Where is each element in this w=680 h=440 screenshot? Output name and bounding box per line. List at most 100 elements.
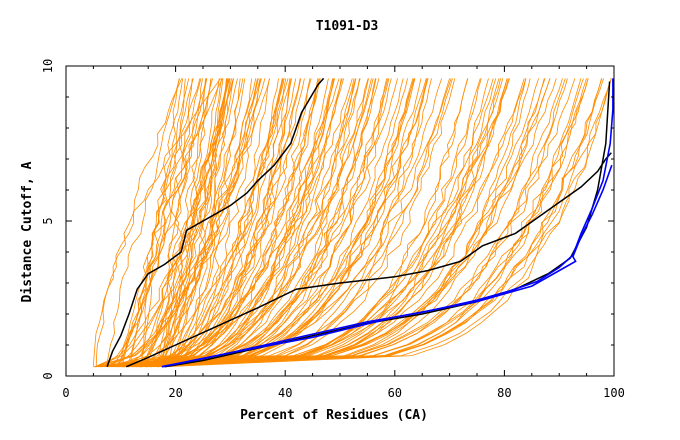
y-tick-label: 10: [41, 59, 55, 73]
y-tick-label: 5: [41, 217, 55, 224]
model-curve: [165, 78, 206, 367]
model-curve: [130, 78, 279, 368]
model-curve: [93, 78, 221, 367]
y-axis-label: Distance Cutoff, A: [20, 161, 35, 302]
y-tick-label: 0: [41, 372, 55, 379]
model-curve: [124, 78, 357, 368]
model-curve: [109, 78, 510, 368]
highlight-curve-blue: [161, 78, 614, 368]
model-curve: [146, 78, 360, 368]
model-curve: [96, 78, 259, 368]
x-axis-label: Percent of Residues (CA): [240, 408, 428, 423]
model-curve: [124, 78, 302, 368]
model-curve: [119, 78, 262, 368]
model-curve: [150, 78, 414, 368]
model-curve: [128, 78, 450, 368]
model-curve: [105, 78, 289, 368]
model-curve: [103, 78, 208, 368]
model-curve: [142, 78, 305, 368]
model-curve: [133, 78, 285, 368]
model-curve: [135, 78, 372, 368]
model-curve: [133, 78, 355, 368]
model-curve: [126, 78, 301, 368]
model-curve: [102, 78, 312, 368]
model-curve: [141, 78, 180, 367]
model-curve: [115, 78, 563, 368]
highlight-lines: [106, 77, 614, 368]
model-curve: [149, 78, 335, 368]
model-curve: [159, 78, 319, 368]
model-curve: [157, 78, 531, 368]
model-curve: [116, 78, 320, 368]
model-curve: [161, 78, 287, 368]
model-curve: [152, 78, 369, 368]
model-curve: [162, 78, 291, 368]
model-curve: [95, 78, 353, 368]
model-curve: [135, 78, 220, 367]
model-curve: [164, 78, 612, 368]
model-curve: [119, 78, 429, 368]
axes: 0 20 40 60 80 100 0 5 10: [41, 59, 625, 400]
model-curve: [118, 78, 201, 367]
model-curve: [123, 78, 453, 368]
model-curve: [146, 78, 292, 368]
model-curve: [126, 78, 203, 368]
model-curve: [117, 78, 207, 367]
x-tick-label: 100: [603, 386, 625, 400]
model-curve: [150, 78, 297, 368]
model-curve: [107, 78, 452, 368]
model-curve: [121, 78, 551, 368]
model-curve: [129, 78, 194, 367]
model-curve: [106, 78, 180, 367]
model-curve: [94, 78, 229, 368]
model-curve: [127, 78, 183, 367]
model-curve: [95, 78, 230, 368]
model-curve: [97, 78, 415, 368]
x-tick-label: 0: [62, 386, 69, 400]
model-curve: [126, 78, 612, 368]
highlight-curve-black: [126, 152, 612, 368]
model-curve: [136, 78, 604, 368]
model-curve: [95, 78, 390, 368]
model-curve: [163, 78, 584, 368]
model-curve: [163, 78, 261, 368]
model-curve: [124, 78, 404, 368]
model-curve: [157, 78, 228, 368]
model-curve: [95, 78, 443, 368]
model-curve: [145, 78, 527, 368]
model-curve: [132, 78, 481, 368]
model-curve: [121, 78, 539, 368]
model-curve: [161, 78, 432, 368]
model-curve: [135, 78, 566, 368]
model-curve: [132, 78, 343, 368]
model-curve: [99, 78, 557, 368]
model-curve: [108, 78, 546, 368]
x-tick-label: 80: [497, 386, 511, 400]
model-curve: [140, 78, 456, 368]
model-curve: [140, 78, 497, 368]
model-curve: [168, 78, 270, 368]
model-curve: [144, 78, 212, 367]
chart-title: T1091-D3: [316, 19, 379, 34]
model-curve: [157, 78, 582, 368]
model-curve: [93, 78, 551, 368]
model-curve: [140, 78, 468, 368]
model-curve: [168, 78, 342, 368]
model-curve: [95, 78, 270, 368]
model-curve: [95, 78, 183, 367]
model-curve: [138, 78, 587, 368]
model-curve: [128, 78, 494, 368]
model-curve: [123, 78, 380, 368]
model-curve: [150, 78, 376, 368]
model-curve: [141, 78, 223, 367]
model-curve: [112, 78, 233, 368]
model-curve: [155, 78, 292, 368]
model-lines: [93, 78, 612, 368]
model-curve: [162, 78, 416, 368]
model-curve: [158, 78, 231, 368]
model-curve: [99, 78, 527, 368]
model-curve: [121, 78, 190, 367]
x-tick-label: 40: [278, 386, 292, 400]
x-tick-label: 60: [388, 386, 402, 400]
